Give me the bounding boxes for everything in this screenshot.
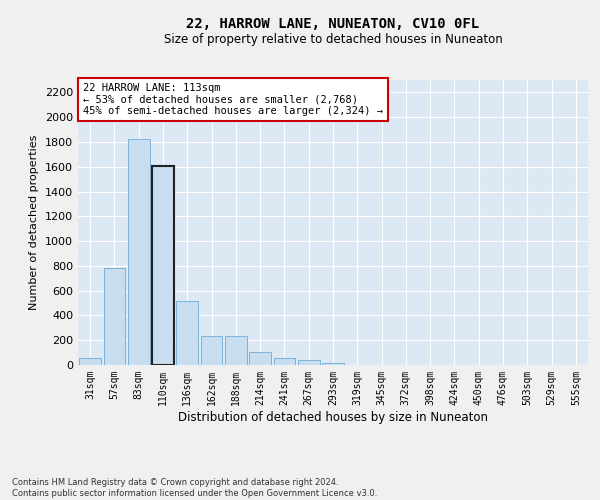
Y-axis label: Number of detached properties: Number of detached properties — [29, 135, 40, 310]
Bar — [79, 358, 101, 365]
X-axis label: Distribution of detached houses by size in Nuneaton: Distribution of detached houses by size … — [178, 410, 488, 424]
Text: Size of property relative to detached houses in Nuneaton: Size of property relative to detached ho… — [164, 32, 502, 46]
Bar — [200, 336, 223, 365]
Bar — [104, 268, 125, 365]
Bar — [322, 363, 344, 365]
Bar — [274, 358, 295, 365]
Bar — [128, 140, 149, 365]
Text: Contains HM Land Registry data © Crown copyright and database right 2024.
Contai: Contains HM Land Registry data © Crown c… — [12, 478, 377, 498]
Bar — [176, 300, 198, 365]
Bar — [298, 360, 320, 365]
Bar — [152, 166, 174, 365]
Bar — [249, 352, 271, 365]
Text: 22, HARROW LANE, NUNEATON, CV10 0FL: 22, HARROW LANE, NUNEATON, CV10 0FL — [187, 18, 479, 32]
Bar — [225, 336, 247, 365]
Text: 22 HARROW LANE: 113sqm
← 53% of detached houses are smaller (2,768)
45% of semi-: 22 HARROW LANE: 113sqm ← 53% of detached… — [83, 83, 383, 116]
